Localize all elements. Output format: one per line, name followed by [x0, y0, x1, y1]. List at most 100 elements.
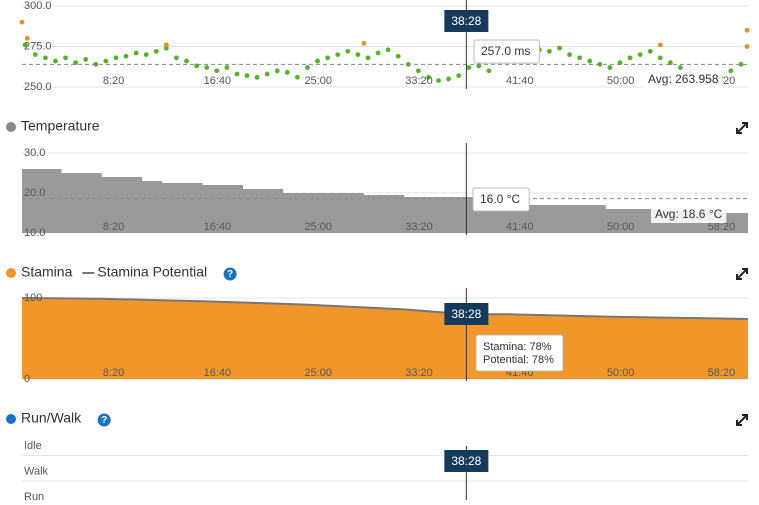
chart-title: Temperature: [21, 118, 100, 134]
x-tick-label: 50:00: [607, 221, 635, 233]
x-tick-label: 25:00: [304, 75, 332, 87]
data-point: [163, 42, 169, 48]
data-point: [436, 78, 441, 83]
data-point: [284, 70, 290, 75]
x-tick-label: 50:00: [607, 75, 635, 87]
tooltip: [472, 187, 530, 212]
cursor-label: 38:28: [451, 14, 481, 28]
y-tick-label: 250.0: [24, 81, 52, 93]
data-point: [567, 52, 572, 57]
y-tick-label: Idle: [24, 440, 42, 452]
data-point: [103, 58, 109, 64]
tooltip-text: 257.0 ms: [481, 44, 530, 58]
x-tick-label: 58:20: [708, 221, 736, 233]
data-point: [355, 52, 361, 57]
data-point: [174, 55, 179, 61]
data-point: [42, 55, 48, 61]
data-point: [24, 36, 30, 41]
x-tick-label: 16:40: [204, 221, 232, 233]
x-tick-label: 50:00: [607, 367, 635, 379]
data-point: [627, 55, 633, 61]
data-point: [315, 58, 320, 64]
data-point: [274, 68, 280, 74]
data-point: [657, 42, 663, 48]
y-tick-label: Walk: [24, 465, 49, 477]
chart-title: Run/Walk: [21, 410, 82, 426]
y-tick-label: 30.0: [24, 147, 45, 159]
data-point: [678, 65, 683, 70]
area: [22, 169, 748, 233]
data-point: [32, 52, 38, 57]
data-point: [728, 68, 734, 74]
x-tick-label: 33:20: [405, 221, 433, 233]
data-point: [63, 55, 68, 61]
title-dot: [6, 414, 16, 424]
data-point: [744, 27, 750, 33]
data-point: [415, 68, 421, 74]
x-tick-label: 41:40: [506, 75, 534, 87]
y-tick-label: 300.0: [24, 0, 52, 12]
x-tick-label: 58:20: [708, 367, 736, 379]
data-point: [234, 71, 240, 77]
data-point: [264, 71, 270, 77]
data-point: [637, 52, 643, 57]
data-point: [305, 65, 310, 70]
data-point: [345, 48, 351, 54]
x-tick-label: 25:00: [304, 221, 332, 233]
x-tick-label: 33:20: [405, 367, 433, 379]
y-tick-label: Run: [24, 491, 44, 500]
data-point: [113, 55, 119, 61]
data-point: [53, 58, 58, 64]
data-point: [224, 65, 230, 70]
data-point: [295, 74, 300, 80]
data-point: [83, 57, 89, 62]
data-point: [19, 19, 25, 25]
x-tick-label: 41:40: [506, 221, 534, 233]
y-tick-label: 0: [24, 373, 30, 385]
legend-label: Stamina Potential: [97, 264, 207, 280]
y-tick-label: 10.0: [24, 227, 45, 239]
help-icon[interactable]: [223, 267, 237, 281]
x-tick-label: 8:20: [103, 75, 124, 87]
cursor-label: 38:28: [451, 307, 481, 321]
tooltip: [475, 334, 564, 372]
data-point: [335, 52, 341, 57]
cursor-label-bg: [444, 10, 489, 32]
data-point: [153, 48, 159, 54]
data-point: [446, 76, 452, 82]
data-point: [577, 55, 583, 61]
x-tick-label: 8:20: [103, 221, 124, 233]
data-point: [214, 68, 220, 74]
legend-dot: [6, 268, 16, 278]
help-icon[interactable]: [97, 413, 111, 427]
data-point: [547, 48, 552, 54]
tooltip-text: 16.0 °C: [480, 192, 520, 206]
data-point: [184, 58, 189, 64]
help-text[interactable]: ?: [101, 415, 107, 426]
area: [22, 298, 748, 379]
legend-label: Stamina: [21, 264, 73, 280]
cursor-label-bg: [444, 450, 489, 472]
data-point: [426, 74, 431, 80]
data-point: [738, 61, 744, 67]
tooltip-text: Potential: 78%: [483, 354, 554, 366]
data-point: [244, 73, 250, 79]
tooltip-text: Stamina: 78%: [483, 341, 552, 353]
data-point: [744, 44, 750, 49]
y-tick-label: 100: [24, 292, 42, 304]
x-tick-label: 25:00: [304, 367, 332, 379]
help-text[interactable]: ?: [227, 269, 233, 280]
data-point: [557, 45, 562, 51]
data-point: [395, 53, 401, 59]
cursor-label-bg: [444, 303, 489, 325]
data-point: [456, 73, 462, 79]
expand-icon[interactable]: [736, 122, 748, 426]
data-point: [385, 47, 391, 53]
y-tick-label: 275.0: [24, 40, 52, 52]
title-dot: [6, 122, 16, 132]
data-point: [657, 55, 663, 61]
data-point: [587, 58, 593, 64]
average-label-bg: [644, 72, 723, 88]
